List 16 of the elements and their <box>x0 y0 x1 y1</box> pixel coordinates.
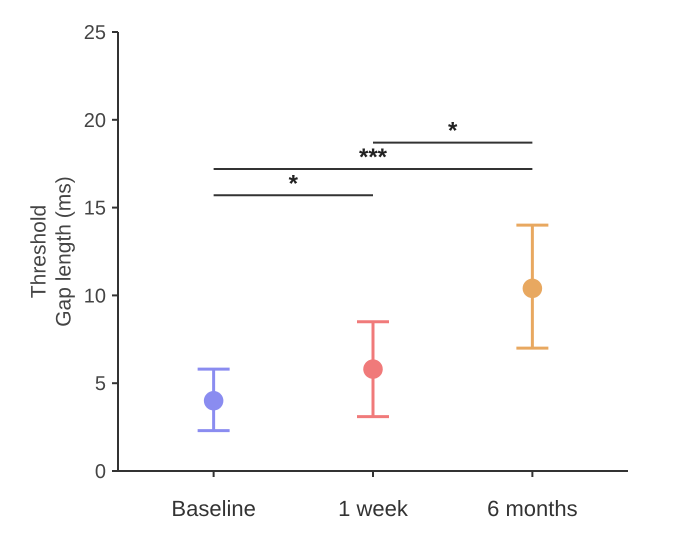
point <box>204 391 224 411</box>
x-tick-label: Baseline <box>171 496 256 521</box>
y-tick-label: 0 <box>94 461 106 483</box>
point <box>522 278 542 298</box>
y-tick-label: 5 <box>94 373 106 396</box>
y-axis-title: Threshold Gap length (ms) <box>27 176 76 327</box>
annotation: * <box>448 118 458 145</box>
y-tick-label: 15 <box>84 198 106 220</box>
x-tick-label: 6 months <box>487 496 578 521</box>
y-tick-label: 10 <box>84 285 106 308</box>
y-tick-label: 25 <box>84 22 106 44</box>
annotation: *** <box>358 144 388 171</box>
annotation: * <box>288 170 299 198</box>
x-tick-label: 1 week <box>338 496 409 521</box>
point <box>363 359 383 379</box>
y-tick-label: 20 <box>84 110 106 132</box>
